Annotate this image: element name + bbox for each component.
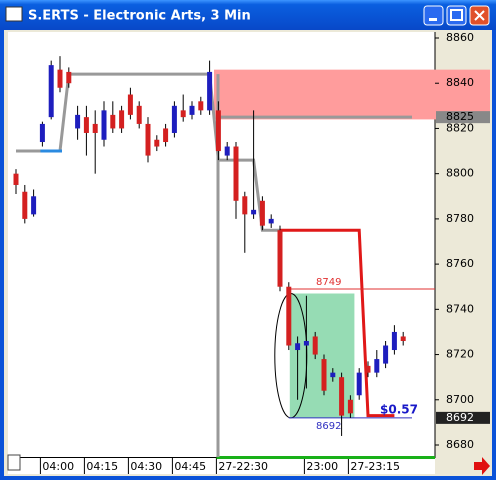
price-marker-label: 8692 [446,411,474,424]
price-marker-label: 8825 [446,110,474,123]
candle-body [339,377,345,416]
candle-body [189,105,195,115]
candle-body [383,345,389,364]
x-tick-label: 27-23:15 [350,460,400,473]
candle-body [119,110,125,129]
candle-body [66,71,72,84]
candle-body [39,123,45,143]
candle-body [233,146,239,201]
candle-body [31,196,37,215]
candle-body [207,71,213,111]
candle-body [251,209,257,215]
title-bar [0,0,496,30]
y-tick-label: 8820 [446,121,474,134]
candle-body [75,114,81,129]
upper-zone [214,69,490,120]
price-marker [436,411,490,424]
y-tick-label: 8860 [446,31,474,44]
candle-body [163,128,169,143]
candle-body [13,173,19,185]
maximize-icon [450,9,463,21]
candle-body [242,196,248,215]
scroll-box[interactable] [7,454,21,471]
candle-body [198,101,204,111]
candle-body [83,117,89,133]
x-tick-label: 04:30 [130,460,162,473]
candle-body [136,105,142,124]
candle-body [330,372,336,378]
profit-label: $0.57 [380,402,418,416]
candle-body [268,218,274,224]
candle-body [321,359,327,391]
y-tick-label: 8740 [446,302,474,315]
minimize-button[interactable] [423,5,444,26]
candle-body [277,230,283,287]
candle-body [303,340,309,346]
maximize-button[interactable] [446,5,467,26]
y-tick-label: 8760 [446,257,474,270]
app-icon [5,6,23,22]
x-tick-label: 23:00 [306,460,338,473]
candle-body [154,139,160,147]
candle-body [215,110,221,152]
minimize-icon [429,18,437,21]
candle-body [400,336,406,341]
candle-body [180,110,186,118]
time-axis [8,458,435,474]
target-zone [289,293,355,418]
candle-body [356,372,362,396]
scroll-arrow[interactable] [474,457,490,475]
y-tick-label: 8700 [446,393,474,406]
candle-body [312,336,318,355]
stop-line [280,228,395,418]
y-tick-label: 8780 [446,212,474,225]
candle-body [365,365,371,373]
candle-body [171,105,177,133]
candle-body [286,286,292,346]
candle-body [57,69,63,88]
y-tick-label: 8680 [446,438,474,451]
entry-label: 8749 [316,277,341,288]
window-title: S.ERTS - Electronic Arts, 3 Min [28,9,251,24]
candle-body [110,114,116,129]
candle-body [224,146,230,156]
candle-body [22,191,28,219]
session-bar [216,456,435,459]
candle-body [48,65,54,118]
candle-body [391,331,397,351]
candle-body [374,359,380,373]
close-icon [474,10,485,21]
y-tick-label: 8800 [446,167,474,180]
candle-body [127,94,133,115]
y-tick-label: 8840 [446,76,474,89]
candle-body [145,123,151,156]
x-tick-label: 04:00 [42,460,74,473]
candle-body [92,123,98,133]
candle-body [101,110,107,140]
x-tick-label: 04:45 [174,460,206,473]
price-marker [436,111,490,124]
candle-body [347,399,353,414]
window-buttons[interactable] [423,5,490,26]
x-tick-label: 27-22:30 [218,460,268,473]
candle-body [259,200,265,226]
stop-label: 8692 [316,421,341,432]
candle-body [295,343,301,351]
x-tick-label: 04:15 [86,460,118,473]
y-tick-label: 8720 [446,348,474,361]
